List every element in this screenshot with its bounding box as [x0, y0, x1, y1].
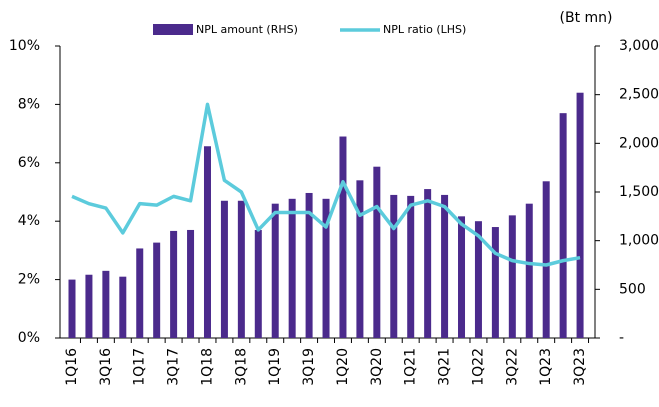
x-tick-label: 3Q23	[572, 348, 588, 386]
bar	[305, 192, 313, 338]
x-tick-label: 1Q23	[538, 348, 554, 386]
y-tick-label: 2%	[18, 272, 40, 288]
y2-tick-label: 1,500	[619, 184, 659, 200]
x-tick-label: 1Q16	[64, 348, 80, 386]
bar	[288, 198, 296, 338]
bar	[525, 203, 533, 338]
x-tick-label: 3Q21	[437, 348, 453, 386]
bar	[102, 270, 110, 338]
x-tick-label: 3Q20	[369, 348, 385, 386]
bar	[237, 200, 245, 338]
y-tick-label: 10%	[9, 38, 40, 54]
legend-label: NPL amount (RHS)	[196, 23, 298, 36]
bar	[85, 274, 93, 338]
legend-swatch	[153, 24, 193, 35]
bar	[407, 195, 415, 338]
x-tick-label: 1Q22	[470, 348, 486, 386]
bar	[254, 229, 262, 338]
x-tick-label: 1Q17	[132, 348, 148, 386]
bar	[136, 248, 144, 338]
line	[71, 102, 581, 267]
y-tick-label: 8%	[18, 96, 40, 112]
y2-tick-label: 3,000	[619, 38, 659, 54]
y2-tick-label: 2,500	[619, 87, 659, 103]
bar	[322, 198, 330, 338]
bar	[508, 215, 516, 338]
y2-tick-label: 500	[619, 281, 646, 297]
bar	[339, 136, 347, 338]
y-tick-label: 4%	[18, 213, 40, 229]
bar	[271, 203, 279, 338]
x-tick-label: 3Q22	[504, 348, 520, 386]
x-tick-label: 1Q18	[199, 348, 215, 386]
bar	[68, 279, 76, 338]
bar	[203, 146, 211, 338]
y2-tick-label: 2,000	[619, 135, 659, 151]
bar	[576, 92, 584, 338]
y-tick-label: 0%	[18, 330, 40, 346]
x-tick-label: 3Q16	[98, 348, 114, 386]
bar	[220, 200, 228, 338]
x-tick-label: 3Q19	[301, 348, 317, 386]
x-tick-label: 3Q17	[166, 348, 182, 386]
unit-label: (Bt mn)	[560, 10, 613, 26]
legend-label: NPL ratio (LHS)	[383, 23, 466, 36]
x-tick-label: 1Q20	[335, 348, 351, 386]
x-tick-label: 1Q19	[267, 348, 283, 386]
y2-tick-label: 1,000	[619, 233, 659, 249]
bar	[559, 113, 567, 338]
bar	[424, 189, 432, 338]
x-tick-label: 1Q21	[403, 348, 419, 386]
bar	[119, 276, 127, 338]
bar	[390, 194, 398, 338]
bar	[458, 216, 466, 338]
y2-tick-label: -	[619, 330, 624, 346]
bar	[187, 229, 195, 338]
bar	[491, 227, 499, 338]
y-tick-label: 6%	[18, 155, 40, 171]
x-tick-label: 3Q18	[233, 348, 249, 386]
bar	[153, 242, 161, 338]
bar	[441, 194, 449, 338]
bar	[474, 221, 482, 338]
bar	[170, 230, 178, 338]
bar	[373, 166, 381, 338]
bar	[356, 180, 364, 338]
bar	[542, 181, 550, 338]
